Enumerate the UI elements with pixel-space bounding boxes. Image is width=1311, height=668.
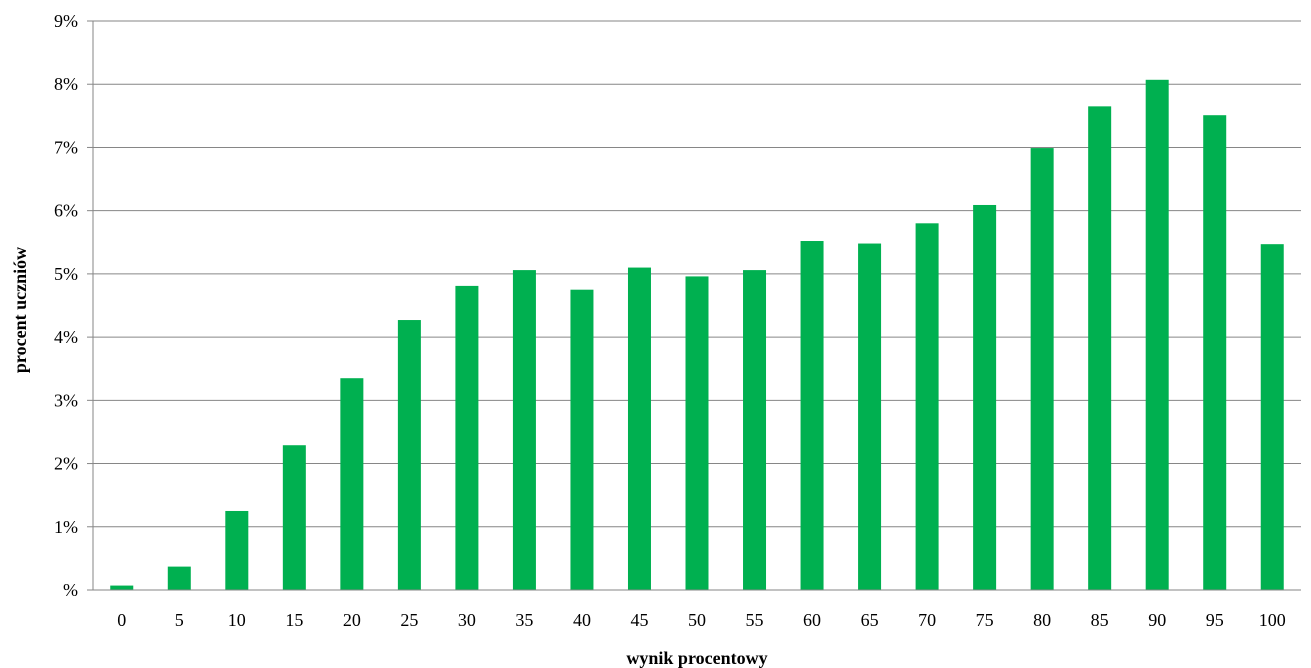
bar bbox=[570, 289, 594, 590]
y-axis-title: procent uczniów bbox=[10, 247, 30, 373]
bar bbox=[455, 285, 479, 590]
x-tick-label: 65 bbox=[861, 610, 879, 630]
bar bbox=[512, 270, 536, 590]
x-tick-label: 50 bbox=[688, 610, 706, 630]
bar bbox=[1145, 79, 1169, 591]
bar bbox=[282, 445, 306, 590]
x-tick-label: 45 bbox=[630, 610, 648, 630]
x-axis-title: wynik procentowy bbox=[626, 648, 767, 668]
x-tick-label: 60 bbox=[803, 610, 821, 630]
bar bbox=[800, 241, 824, 590]
x-tick-label: 0 bbox=[117, 610, 126, 630]
bar bbox=[915, 223, 939, 591]
bar bbox=[225, 510, 249, 590]
y-tick-label: 8% bbox=[54, 74, 78, 94]
y-tick-label: 4% bbox=[54, 327, 78, 347]
x-tick-label: 10 bbox=[228, 610, 246, 630]
x-tick-label: 25 bbox=[400, 610, 418, 630]
y-tick-label: 1% bbox=[54, 517, 78, 537]
bar bbox=[858, 243, 882, 590]
y-axis-tick-labels: % 1% 2% 3% 4% 5% 6% 7% 8% 9% bbox=[54, 11, 78, 600]
bar bbox=[743, 270, 767, 590]
y-tick-label: % bbox=[63, 580, 78, 600]
x-tick-label: 55 bbox=[746, 610, 764, 630]
x-tick-label: 90 bbox=[1148, 610, 1166, 630]
x-tick-label: 85 bbox=[1091, 610, 1109, 630]
x-tick-label: 20 bbox=[343, 610, 361, 630]
x-tick-label: 5 bbox=[175, 610, 184, 630]
bar bbox=[1203, 115, 1227, 590]
y-tick-label: 2% bbox=[54, 454, 78, 474]
x-tick-label: 40 bbox=[573, 610, 591, 630]
y-tick-label: 7% bbox=[54, 137, 78, 157]
y-tick-label: 6% bbox=[54, 201, 78, 221]
y-tick-label: 5% bbox=[54, 264, 78, 284]
bar bbox=[397, 320, 421, 590]
bar bbox=[1088, 106, 1112, 590]
bar bbox=[340, 378, 364, 590]
bar bbox=[1260, 244, 1284, 590]
bar bbox=[110, 585, 134, 590]
bar bbox=[627, 267, 651, 590]
x-axis-tick-labels: 0 5 10 15 20 25 30 35 40 45 50 55 60 65 70 75 80 85 90 95 10… bbox=[117, 610, 1285, 630]
x-tick-label: 100 bbox=[1259, 610, 1286, 630]
x-tick-label: 95 bbox=[1206, 610, 1224, 630]
x-tick-label: 35 bbox=[515, 610, 533, 630]
bars bbox=[110, 79, 1284, 591]
x-tick-label: 30 bbox=[458, 610, 476, 630]
bar bbox=[973, 204, 997, 590]
y-tick-label: 3% bbox=[54, 390, 78, 410]
x-tick-label: 75 bbox=[976, 610, 994, 630]
x-tick-label: 80 bbox=[1033, 610, 1051, 630]
bar bbox=[685, 276, 709, 590]
bar bbox=[167, 566, 191, 590]
bar bbox=[1030, 148, 1054, 590]
y-tick-label: 9% bbox=[54, 11, 78, 31]
x-tick-label: 70 bbox=[918, 610, 936, 630]
x-tick-label: 15 bbox=[285, 610, 303, 630]
